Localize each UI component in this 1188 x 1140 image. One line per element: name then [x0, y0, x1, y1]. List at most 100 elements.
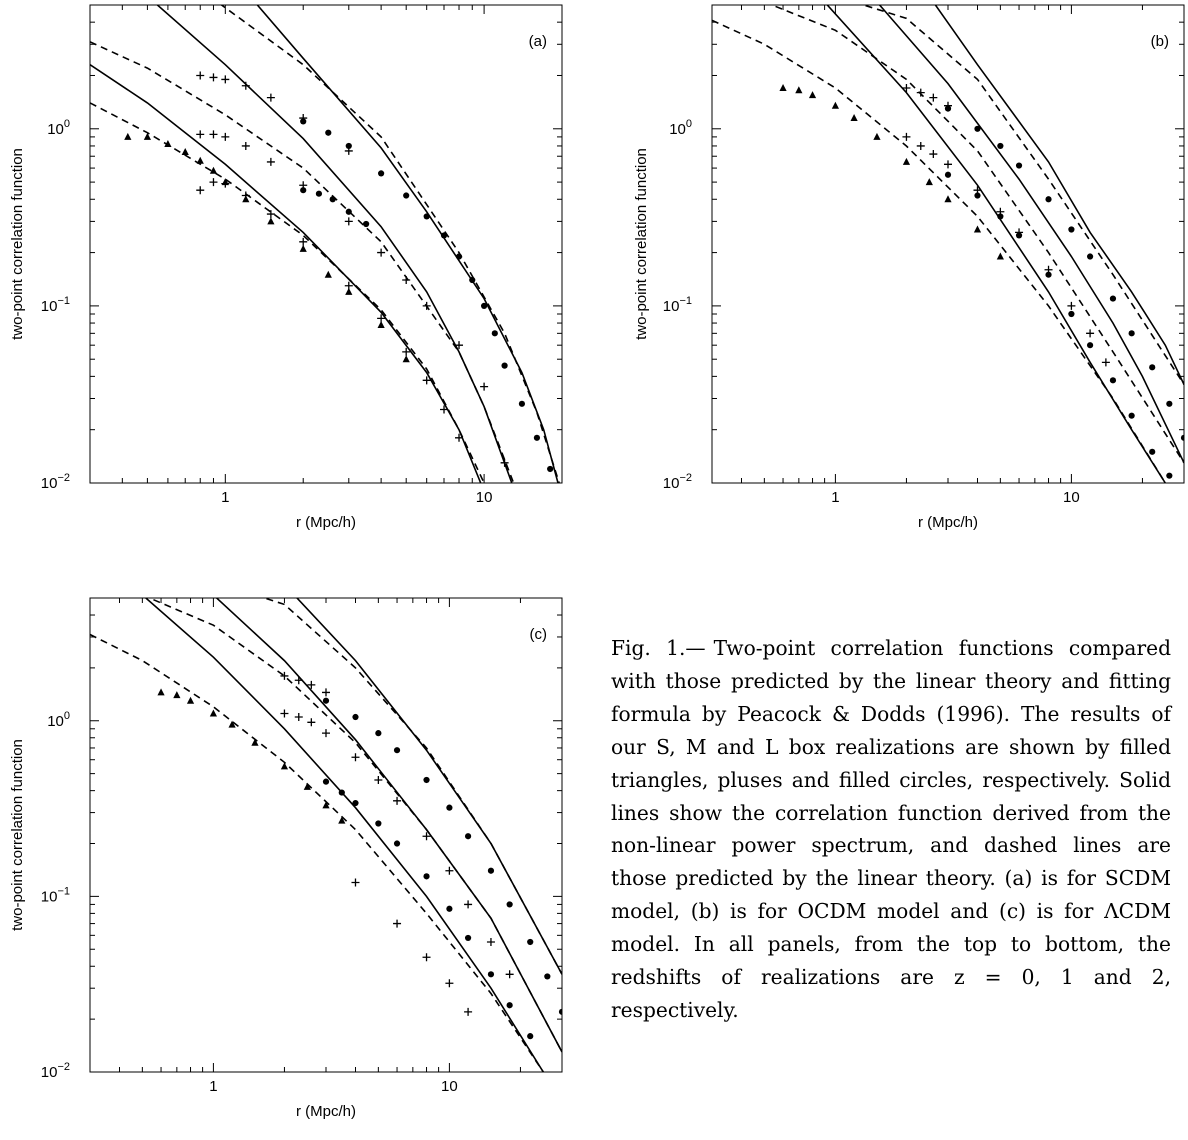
filled-circle-marker: [1149, 448, 1156, 455]
plus-marker: [241, 141, 250, 150]
linear-dashed-line: [220, 5, 560, 483]
nonlinear-solid-line: [144, 598, 544, 1072]
filled-triangle-marker: [973, 225, 982, 233]
filled-circle-marker: [527, 938, 534, 946]
plus-marker: [422, 953, 431, 962]
plus-marker: [344, 281, 353, 290]
filled-circle-marker: [547, 465, 554, 473]
y-tick-label: 100: [47, 118, 70, 138]
nonlinear-solid-line: [826, 5, 1166, 483]
plus-marker: [307, 680, 316, 689]
filled-circle-marker: [1149, 364, 1156, 371]
y-tick-base: 10: [663, 298, 680, 315]
filled-circle-marker: [338, 789, 345, 796]
filled-circle-marker: [487, 867, 495, 874]
y-tick-exponent: −1: [57, 885, 70, 897]
y-tick-base: 10: [669, 121, 686, 138]
plus-marker: [377, 248, 386, 257]
filled-circle-marker: [533, 434, 541, 441]
plus-marker: [445, 979, 454, 988]
plus-marker: [221, 132, 230, 141]
filled-triangle-marker: [157, 688, 165, 696]
filled-circle-marker: [506, 1002, 513, 1009]
figure-caption: Fig. 1.— Two-point correlation functions …: [611, 632, 1171, 1027]
filled-circle-marker: [403, 192, 410, 199]
filled-triangle-marker: [925, 178, 933, 186]
chart-panel-b: 1 10 100 10−1 10−2 r (Mpc/h) two-point correla…: [624, 0, 1188, 550]
filled-triangle-marker: [164, 140, 172, 148]
filled-circle-marker: [423, 776, 430, 784]
x-tick-label: 10: [476, 489, 493, 506]
filled-triangle-marker: [181, 147, 189, 155]
panel-label: (a): [529, 33, 547, 50]
plus-marker: [500, 458, 509, 467]
y-tick-base: 10: [47, 713, 64, 730]
filled-triangle-marker: [996, 252, 1004, 260]
filled-circle-marker: [352, 713, 359, 721]
filled-circle-marker: [544, 973, 551, 980]
plus-marker: [464, 1007, 473, 1016]
filled-triangle-marker: [338, 816, 346, 824]
plus-marker: [322, 729, 330, 738]
plus-marker: [455, 433, 464, 442]
filled-triangle-marker: [299, 244, 307, 252]
plus-marker: [374, 775, 383, 784]
filled-circle-marker: [1109, 295, 1117, 302]
filled-circle-marker: [527, 1033, 534, 1040]
x-axis-label: r (Mpc/h): [296, 514, 356, 531]
plot-frame: [89, 597, 563, 1073]
plus-marker: [266, 210, 275, 219]
filled-circle-marker: [1068, 226, 1075, 233]
filled-triangle-marker: [808, 91, 817, 99]
filled-circle-marker: [558, 1008, 562, 1015]
filled-triangle-marker: [377, 321, 385, 329]
filled-circle-marker: [997, 213, 1004, 220]
caption-label: Fig. 1.—: [611, 636, 706, 660]
filled-circle-marker: [440, 232, 448, 239]
plus-marker: [377, 314, 386, 323]
nonlinear-solid-line: [90, 64, 482, 483]
plus-marker: [266, 93, 275, 102]
filled-circle-marker: [345, 142, 352, 150]
filled-circle-marker: [997, 142, 1004, 150]
nonlinear-solid-line: [215, 598, 562, 1053]
filled-circle-marker: [974, 192, 981, 199]
filled-circle-marker: [1068, 310, 1075, 318]
plus-marker: [1067, 301, 1076, 310]
y-tick-exponent: −2: [57, 1061, 70, 1073]
linear-dashed-line: [712, 19, 1166, 483]
filled-triangle-marker: [944, 195, 952, 203]
filled-triangle-marker: [779, 83, 787, 91]
filled-circle-marker: [1086, 342, 1094, 349]
x-tick-label: 1: [209, 1078, 217, 1095]
plot-frame: [89, 4, 563, 484]
plus-marker: [422, 832, 431, 841]
filled-circle-marker: [322, 697, 330, 704]
plus-marker: [241, 81, 250, 90]
y-tick-exponent: −2: [57, 472, 70, 484]
linear-dashed-line: [147, 598, 562, 1053]
filled-circle-marker: [329, 196, 336, 203]
plot-frame: [711, 4, 1185, 484]
filled-circle-marker: [506, 901, 513, 908]
nonlinear-solid-line: [256, 5, 559, 483]
filled-circle-marker: [446, 905, 453, 912]
filled-triangle-marker: [345, 287, 353, 295]
y-tick-label: 100: [669, 118, 692, 138]
linear-dashed-line: [90, 102, 485, 483]
y-tick-exponent: −1: [679, 295, 692, 307]
linear-dashed-line: [90, 633, 544, 1072]
filled-triangle-marker: [831, 101, 839, 109]
filled-circle-marker: [446, 804, 453, 811]
plus-marker: [422, 301, 431, 310]
plus-marker: [1086, 329, 1095, 338]
filled-triangle-marker: [902, 157, 911, 165]
filled-circle-marker: [325, 129, 332, 136]
plus-marker: [929, 93, 938, 102]
y-tick-exponent: −1: [57, 295, 70, 307]
plus-marker: [1101, 358, 1110, 367]
plus-marker: [402, 347, 411, 356]
filled-triangle-marker: [795, 86, 803, 94]
plus-marker: [344, 217, 353, 226]
